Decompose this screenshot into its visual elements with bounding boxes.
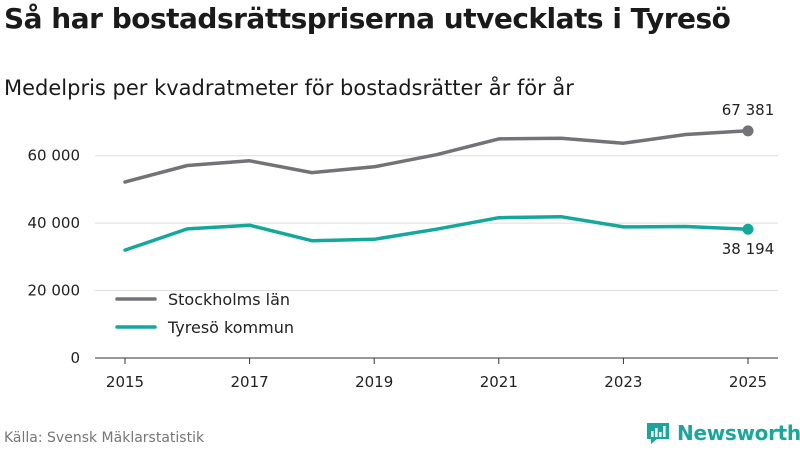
y-tick-label: 40 000 [28, 214, 81, 232]
end-value-label: 67 381 [722, 101, 775, 119]
chart-title: Så har bostadsrättspriserna utvecklats i… [4, 2, 731, 35]
y-tick-label: 0 [70, 349, 80, 367]
series-line-stockholms-lan [123, 129, 750, 184]
legend-label: Stockholms län [168, 290, 290, 309]
grid-layer [95, 155, 778, 292]
brand-name: Newsworthy [677, 421, 800, 445]
x-tick-label: 2021 [480, 373, 518, 391]
end-point-marker [742, 125, 754, 137]
x-tick-label: 2025 [729, 373, 767, 391]
y-tick-label: 20 000 [28, 282, 81, 300]
chart-subtitle: Medelpris per kvadratmeter för bostadsrä… [4, 76, 574, 100]
label-layer: 67 381 38 194 [722, 101, 775, 258]
y-tick-label: 60 000 [28, 147, 81, 165]
series-layer [123, 125, 754, 252]
axis-layer: 0 20 000 40 000 60 000 2015 2017 2019 2021 2023 2… [28, 147, 778, 391]
newsworthy-logo-icon [647, 423, 669, 444]
series-line-tyreso-kommun [123, 214, 750, 252]
x-tick-label: 2015 [106, 373, 144, 391]
end-point-marker [742, 223, 754, 235]
brand-logo: Newsworthy [645, 420, 800, 446]
legend-label: Tyresö kommun [167, 318, 294, 337]
legend: Stockholms län Tyresö kommun [115, 290, 294, 337]
x-tick-label: 2017 [231, 373, 269, 391]
x-tick-label: 2019 [355, 373, 393, 391]
x-tick-label: 2023 [604, 373, 642, 391]
end-value-label: 38 194 [722, 240, 775, 258]
source-note: Källa: Svensk Mäklarstatistik [4, 430, 205, 446]
